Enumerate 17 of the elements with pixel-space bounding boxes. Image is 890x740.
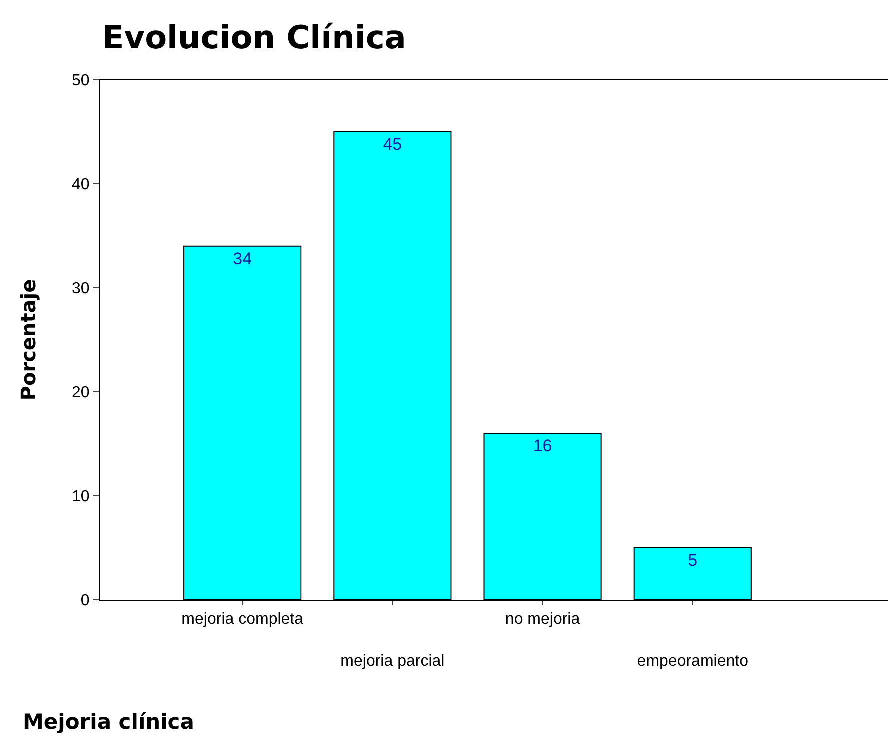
y-tick-label: 0 (80, 592, 90, 610)
data-label: 16 (533, 436, 552, 456)
x-axis-title: Mejoria clínica (23, 710, 194, 734)
x-tick-label: no mejoria (505, 611, 580, 628)
y-tick-label: 40 (72, 176, 90, 194)
y-axis-title: Porcentaje (16, 279, 41, 401)
data-label: 5 (688, 551, 698, 570)
y-tick-label: 50 (72, 72, 90, 90)
x-tick-label: empeoramiento (637, 652, 749, 670)
x-tick-label: mejoria completa (182, 611, 304, 628)
y-tick-label: 10 (72, 488, 90, 506)
chart-title: Evolucion Clínica (102, 18, 406, 56)
data-label: 34 (233, 249, 252, 268)
x-tick-label: mejoria parcial (340, 652, 445, 670)
y-tick-label: 30 (72, 280, 90, 298)
y-tick-label: 20 (72, 384, 90, 402)
data-label: 45 (383, 135, 402, 154)
